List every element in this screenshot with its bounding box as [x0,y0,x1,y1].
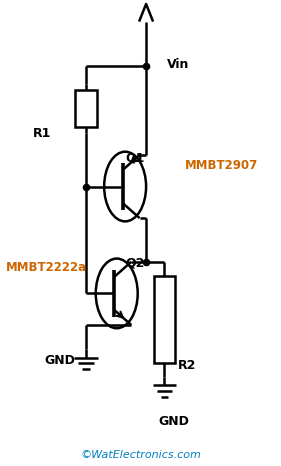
Text: R1: R1 [33,127,51,140]
Text: GND: GND [44,354,75,367]
Text: MMBT2907: MMBT2907 [185,159,259,172]
Text: R2: R2 [178,359,197,372]
Text: MMBT2222a: MMBT2222a [6,261,87,274]
Text: Q2: Q2 [125,257,144,270]
Text: Vin: Vin [167,58,189,71]
Bar [154,275,175,363]
Bar [75,90,97,127]
Text: ©WatElectronics.com: ©WatElectronics.com [80,450,201,460]
Text: Q1: Q1 [125,151,144,164]
Text: GND: GND [159,415,190,428]
